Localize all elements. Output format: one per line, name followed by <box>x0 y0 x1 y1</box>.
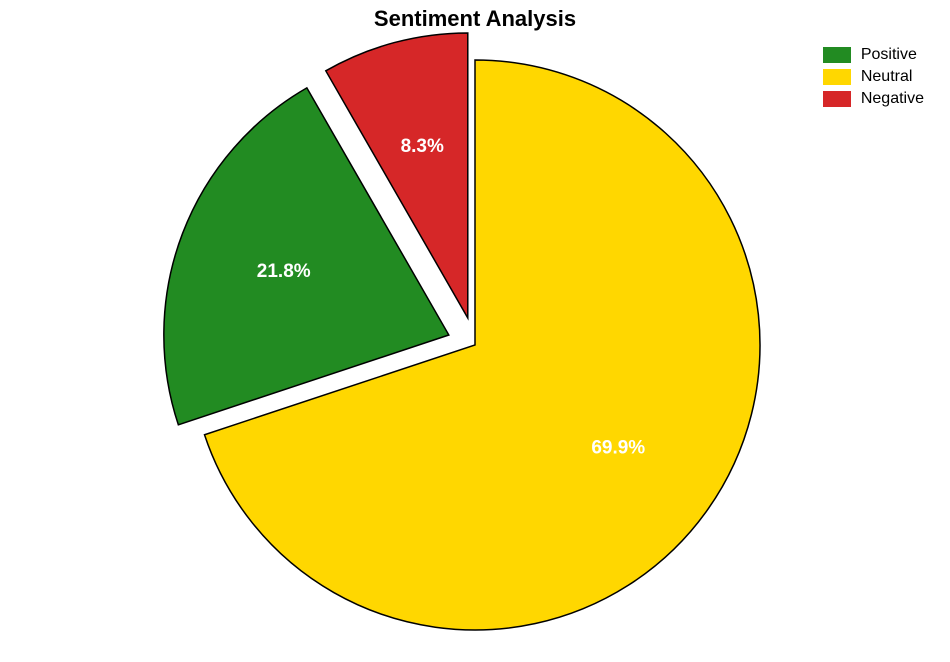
legend-swatch <box>823 91 851 107</box>
sentiment-pie-chart: Sentiment Analysis 69.9% 21.8% 8.3% Positi… <box>0 0 950 662</box>
legend-label: Positive <box>861 46 917 64</box>
pie-svg: 69.9% 21.8% 8.3% <box>0 0 950 662</box>
legend-item-negative: Negative <box>823 90 924 108</box>
legend-label: Neutral <box>861 68 913 86</box>
legend-item-positive: Positive <box>823 46 924 64</box>
legend-label: Negative <box>861 90 924 108</box>
slice-label-positive: 21.8% <box>257 261 311 282</box>
slice-label-neutral: 69.9% <box>591 437 645 458</box>
chart-title: Sentiment Analysis <box>0 6 950 32</box>
legend-swatch <box>823 47 851 63</box>
legend: Positive Neutral Negative <box>823 46 924 112</box>
slice-label-negative: 8.3% <box>401 136 444 157</box>
legend-swatch <box>823 69 851 85</box>
legend-item-neutral: Neutral <box>823 68 924 86</box>
